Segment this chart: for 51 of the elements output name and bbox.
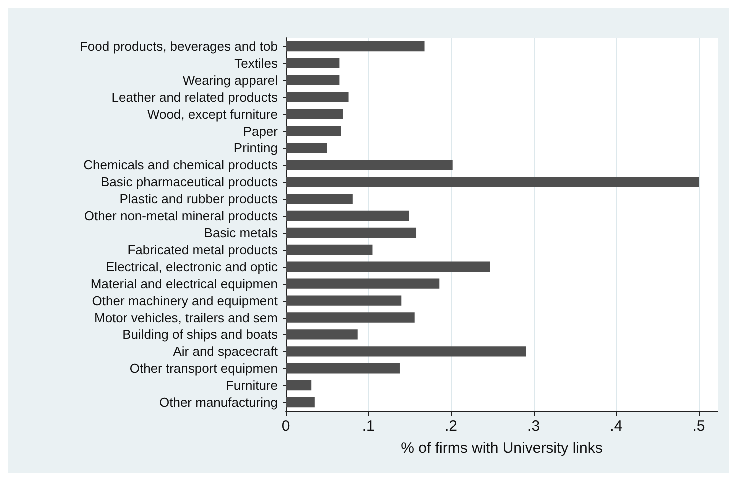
bar [286, 109, 343, 120]
bar [286, 160, 453, 170]
y-tick-label: Leather and related products [112, 90, 278, 105]
y-tick-label: Other non-metal mineral products [84, 208, 278, 224]
x-tick-label: 0 [282, 418, 290, 435]
bar [286, 58, 340, 69]
x-axis-title: % of firms with University links [401, 440, 603, 457]
bar [286, 92, 349, 102]
bar [286, 143, 328, 154]
bar [286, 126, 342, 136]
y-tick-label: Air and spacecraft [173, 344, 278, 360]
bar [286, 312, 415, 323]
x-tick-label: .1 [362, 418, 375, 435]
bar [286, 262, 490, 272]
bar [286, 210, 410, 222]
bar [286, 296, 402, 306]
y-tick-label: Plastic and rubber products [120, 192, 278, 207]
bar [286, 75, 340, 86]
bar [286, 364, 400, 374]
bar [286, 177, 699, 188]
y-tick-label: Fabricated metal products [128, 242, 278, 258]
bar [286, 41, 425, 52]
bar [286, 330, 358, 340]
y-tick-label: Basic metals [204, 225, 278, 240]
bar [286, 194, 353, 204]
y-tick-label: Building of ships and boats [122, 327, 278, 342]
y-tick-label: Printing [234, 140, 278, 156]
y-tick-label: Other transport equipmen [130, 361, 278, 376]
y-tick-label: Paper [243, 124, 279, 139]
y-tick-label: Motor vehicles, trailers and sem [94, 310, 278, 326]
y-tick-label: Basic pharmaceutical products [100, 174, 278, 190]
bar [286, 346, 526, 357]
y-tick-label: Chemicals and chemical products [84, 158, 278, 173]
y-tick-label: Furniture [226, 378, 278, 394]
x-tick-label: .4 [610, 418, 623, 435]
y-tick-label: Wearing apparel [182, 72, 278, 88]
bar [286, 244, 373, 256]
y-tick-label: Other machinery and equipment [92, 293, 278, 308]
bar [286, 380, 312, 391]
x-tick-label: .3 [528, 418, 540, 435]
y-tick-label: Other manufacturing [159, 395, 278, 410]
x-tick-label: .5 [692, 418, 706, 435]
y-tick-label: Textiles [234, 56, 278, 71]
bar [286, 278, 440, 289]
bar [286, 397, 315, 408]
x-tick-label: .2 [444, 418, 458, 435]
y-tick-label: Food products, beverages and tob [80, 38, 278, 54]
y-tick-label: Material and electrical equipmen [90, 276, 278, 292]
y-tick-label: Wood, except furniture [147, 106, 278, 122]
bar [286, 228, 417, 238]
y-tick-label: Electrical, electronic and optic [106, 259, 278, 274]
